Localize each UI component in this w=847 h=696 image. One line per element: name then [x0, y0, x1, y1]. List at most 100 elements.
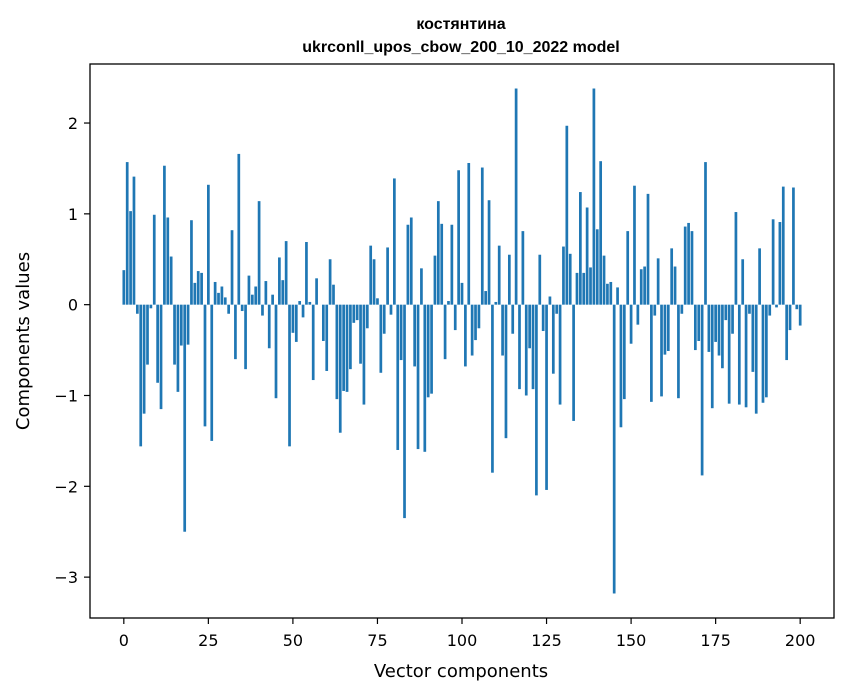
- bar-142: [602, 255, 606, 305]
- bar-53: [301, 304, 305, 318]
- bar-107: [484, 291, 488, 305]
- bar-191: [768, 304, 772, 316]
- bar-48: [284, 241, 288, 305]
- bar-130: [562, 246, 565, 305]
- y-tick-label: −3: [54, 568, 78, 587]
- chart-title: костянтина: [416, 16, 505, 33]
- bar-167: [687, 222, 690, 305]
- bar-47: [281, 280, 285, 305]
- bar-82: [399, 304, 403, 361]
- bar-19: [186, 304, 190, 345]
- bar-179: [727, 304, 731, 404]
- bar-104: [474, 304, 477, 341]
- bar-136: [582, 272, 586, 305]
- bar-164: [677, 304, 680, 399]
- bar-66: [345, 304, 349, 392]
- bar-26: [210, 304, 214, 441]
- bar-69: [355, 304, 359, 321]
- bar-17: [179, 304, 183, 346]
- bar-119: [524, 304, 528, 396]
- y-axis-label: Components values: [13, 252, 34, 430]
- bar-9: [152, 214, 156, 305]
- bar-36: [244, 304, 247, 370]
- bar-190: [765, 304, 768, 398]
- bar-161: [666, 304, 670, 351]
- bar-2: [129, 211, 132, 305]
- bar-163: [673, 266, 677, 305]
- bar-160: [663, 304, 667, 355]
- x-tick-label: 175: [700, 631, 731, 650]
- y-tick-label: −1: [54, 386, 78, 405]
- bar-73: [369, 245, 373, 305]
- x-tick-label: 50: [283, 631, 303, 650]
- bar-188: [758, 248, 761, 305]
- bar-172: [704, 162, 707, 305]
- bar-166: [683, 226, 687, 305]
- bar-144: [609, 281, 613, 305]
- bar-186: [751, 304, 755, 372]
- bar-59: [321, 304, 325, 341]
- bar-137: [585, 207, 589, 305]
- bar-110: [494, 301, 498, 305]
- bar-168: [690, 231, 694, 305]
- x-tick-label: 25: [198, 631, 218, 650]
- bar-79: [389, 304, 393, 315]
- bar-4: [135, 304, 139, 314]
- bar-60: [325, 304, 329, 371]
- bar-182: [737, 304, 741, 405]
- x-tick-label: 0: [119, 631, 129, 650]
- bar-165: [680, 304, 684, 314]
- bar-127: [551, 304, 555, 374]
- bar-54: [305, 242, 308, 305]
- bar-90: [426, 304, 430, 398]
- bar-126: [548, 296, 552, 305]
- bar-22: [196, 271, 200, 305]
- bar-42: [264, 281, 268, 305]
- bar-85: [409, 217, 413, 305]
- bar-20: [190, 220, 193, 305]
- bar-34: [237, 153, 241, 305]
- bar-49: [288, 304, 291, 447]
- bar-81: [396, 304, 400, 450]
- bar-141: [599, 161, 603, 305]
- bar-198: [792, 187, 795, 305]
- bar-70: [359, 304, 362, 364]
- bar-95: [443, 304, 447, 360]
- bar-11: [159, 304, 163, 410]
- bar-105: [477, 304, 481, 329]
- x-axis-label: Vector components: [374, 661, 548, 682]
- bar-152: [636, 304, 640, 325]
- bar-170: [697, 304, 701, 341]
- bar-30: [223, 297, 227, 305]
- bar-51: [294, 304, 298, 342]
- bar-84: [406, 224, 410, 305]
- bar-74: [372, 259, 376, 305]
- bar-37: [247, 275, 251, 305]
- y-tick-label: −2: [54, 477, 78, 496]
- bar-106: [480, 167, 484, 305]
- bar-32: [230, 230, 234, 305]
- bar-39: [254, 286, 258, 305]
- bar-55: [308, 301, 312, 305]
- bar-181: [734, 212, 738, 305]
- bar-192: [771, 219, 775, 305]
- bar-6: [142, 304, 146, 414]
- bar-61: [328, 259, 332, 305]
- bar-71: [362, 304, 366, 405]
- bar-176: [717, 304, 721, 356]
- bar-155: [646, 193, 650, 305]
- bar-0: [122, 270, 126, 305]
- bar-100: [460, 282, 464, 305]
- bar-64: [338, 304, 342, 433]
- y-tick-label: 2: [68, 114, 78, 133]
- chart-subtitle: ukrconll_upos_cbow_200_10_2022 model: [302, 39, 619, 56]
- bar-193: [775, 304, 778, 308]
- x-tick-label: 100: [447, 631, 478, 650]
- bar-113: [504, 304, 508, 439]
- bar-27: [213, 281, 217, 305]
- x-tick-label: 150: [616, 631, 647, 650]
- bar-101: [464, 304, 467, 367]
- y-tick-label: 0: [68, 296, 78, 315]
- bar-16: [176, 304, 180, 392]
